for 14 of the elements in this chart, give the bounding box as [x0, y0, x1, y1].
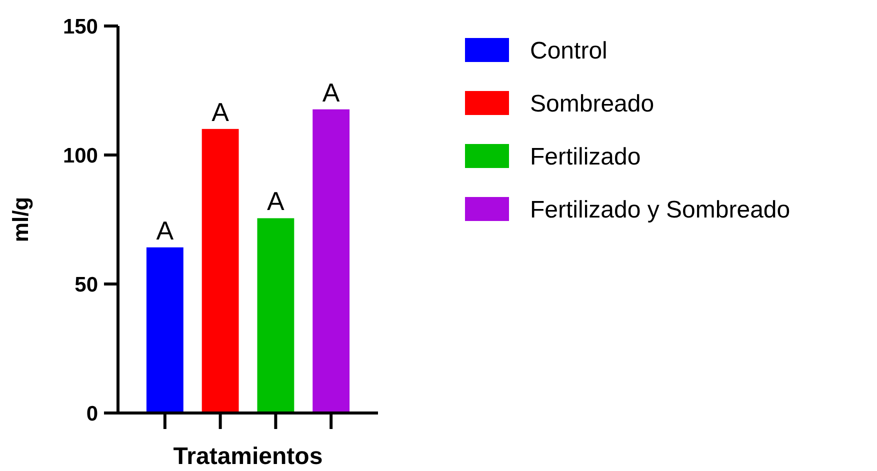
annotation: A: [156, 215, 174, 246]
legend-label: Sombreado: [530, 90, 654, 118]
y-tick-label: 100: [62, 144, 98, 168]
legend-label: Fertilizado: [530, 143, 641, 170]
y-axis-title: ml/g: [8, 196, 33, 242]
annotation: A: [322, 77, 340, 108]
legend-label: Control: [530, 37, 608, 64]
annotation: A: [212, 96, 230, 127]
y-tick-label: 0: [86, 402, 98, 426]
x-axis-title: Tratamientos: [173, 443, 323, 470]
legend-label: Fertilizado y Sombreado: [530, 196, 790, 224]
y-tick-label: 50: [74, 273, 98, 296]
y-tick-label: 150: [62, 15, 98, 38]
annotation: A: [267, 186, 286, 216]
